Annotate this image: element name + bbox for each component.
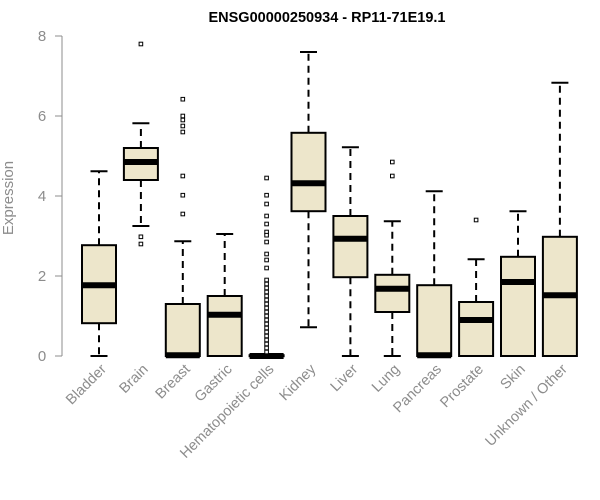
- outlier-point: [264, 305, 269, 311]
- outlier-point: [264, 313, 269, 319]
- outlier-point: [264, 213, 269, 219]
- outlier-point: [473, 217, 479, 223]
- outlier-point: [264, 201, 269, 207]
- box: [374, 273, 411, 313]
- chart-title: ENSG00000250934 - RP11-71E19.1: [208, 10, 445, 26]
- outlier-point: [264, 337, 269, 343]
- outlier-point: [264, 285, 269, 291]
- boxes: [81, 41, 578, 359]
- outlier-point: [264, 309, 269, 315]
- y-tick-label: 0: [38, 348, 46, 365]
- outlier-point: [264, 325, 269, 331]
- box-group: [206, 233, 243, 357]
- outlier-point: [390, 173, 395, 179]
- box-group: [416, 190, 453, 359]
- outlier-point: [180, 123, 186, 129]
- outlier-point: [264, 345, 269, 351]
- box: [332, 215, 369, 279]
- box-group: [122, 41, 159, 247]
- box-group: [248, 175, 285, 359]
- outlier-point: [138, 234, 144, 240]
- outlier-point: [264, 341, 269, 347]
- outlier-point: [138, 241, 144, 247]
- y-tick-label: 2: [38, 268, 46, 285]
- outlier-point: [264, 277, 269, 283]
- outlier-point: [264, 192, 269, 198]
- outlier-point: [264, 257, 269, 263]
- outlier-point: [264, 239, 269, 245]
- outlier-point: [180, 96, 186, 102]
- y-tick-label: 6: [38, 108, 46, 125]
- outlier-point: [180, 113, 186, 119]
- box: [416, 284, 453, 358]
- box-group: [332, 146, 369, 357]
- box-group: [290, 51, 327, 329]
- x-tick-label: Brain: [116, 362, 151, 397]
- outlier-point: [180, 129, 186, 135]
- outlier-point: [264, 232, 269, 238]
- outlier-point: [264, 321, 269, 327]
- outlier-point: [264, 175, 269, 181]
- box: [500, 255, 536, 357]
- box-group: [458, 217, 495, 357]
- box: [458, 301, 495, 357]
- outlier-point: [264, 329, 269, 335]
- outlier-point: [264, 221, 269, 227]
- x-tick-label: Bladder: [63, 361, 110, 408]
- x-tick-label: Liver: [328, 361, 362, 395]
- outlier-point: [264, 349, 269, 355]
- box-group: [541, 81, 578, 357]
- outlier-point: [264, 251, 269, 257]
- outlier-point: [138, 41, 144, 47]
- box-group: [374, 159, 411, 357]
- outlier-point: [180, 173, 186, 179]
- outlier-point: [264, 293, 269, 299]
- x-tick-label: Prostate: [437, 362, 486, 411]
- box-group: [500, 210, 536, 357]
- outlier-point: [180, 192, 186, 198]
- outlier-point: [264, 333, 269, 339]
- x-tick-label: Skin: [498, 362, 529, 393]
- outlier-point: [264, 301, 269, 307]
- outlier-point: [264, 289, 269, 295]
- box: [290, 131, 327, 213]
- box: [206, 295, 243, 357]
- outlier-point: [180, 211, 186, 217]
- outlier-point: [264, 265, 269, 271]
- box: [164, 303, 201, 357]
- y-tick-label: 8: [38, 28, 46, 45]
- y-axis: 0 2 4 6 8: [38, 28, 63, 365]
- box-group: [164, 96, 201, 359]
- outlier-point: [390, 159, 395, 165]
- outlier-point: [180, 117, 186, 123]
- box-group: [81, 170, 117, 357]
- outlier-point: [264, 281, 269, 287]
- x-tick-label: Lung: [369, 362, 403, 396]
- y-tick-label: 4: [38, 188, 46, 205]
- outlier-point: [264, 297, 269, 303]
- x-tick-label: Breast: [153, 362, 194, 403]
- x-tick-label: Kidney: [277, 361, 320, 404]
- y-axis-label: Expression: [0, 161, 17, 235]
- outlier-point: [264, 317, 269, 323]
